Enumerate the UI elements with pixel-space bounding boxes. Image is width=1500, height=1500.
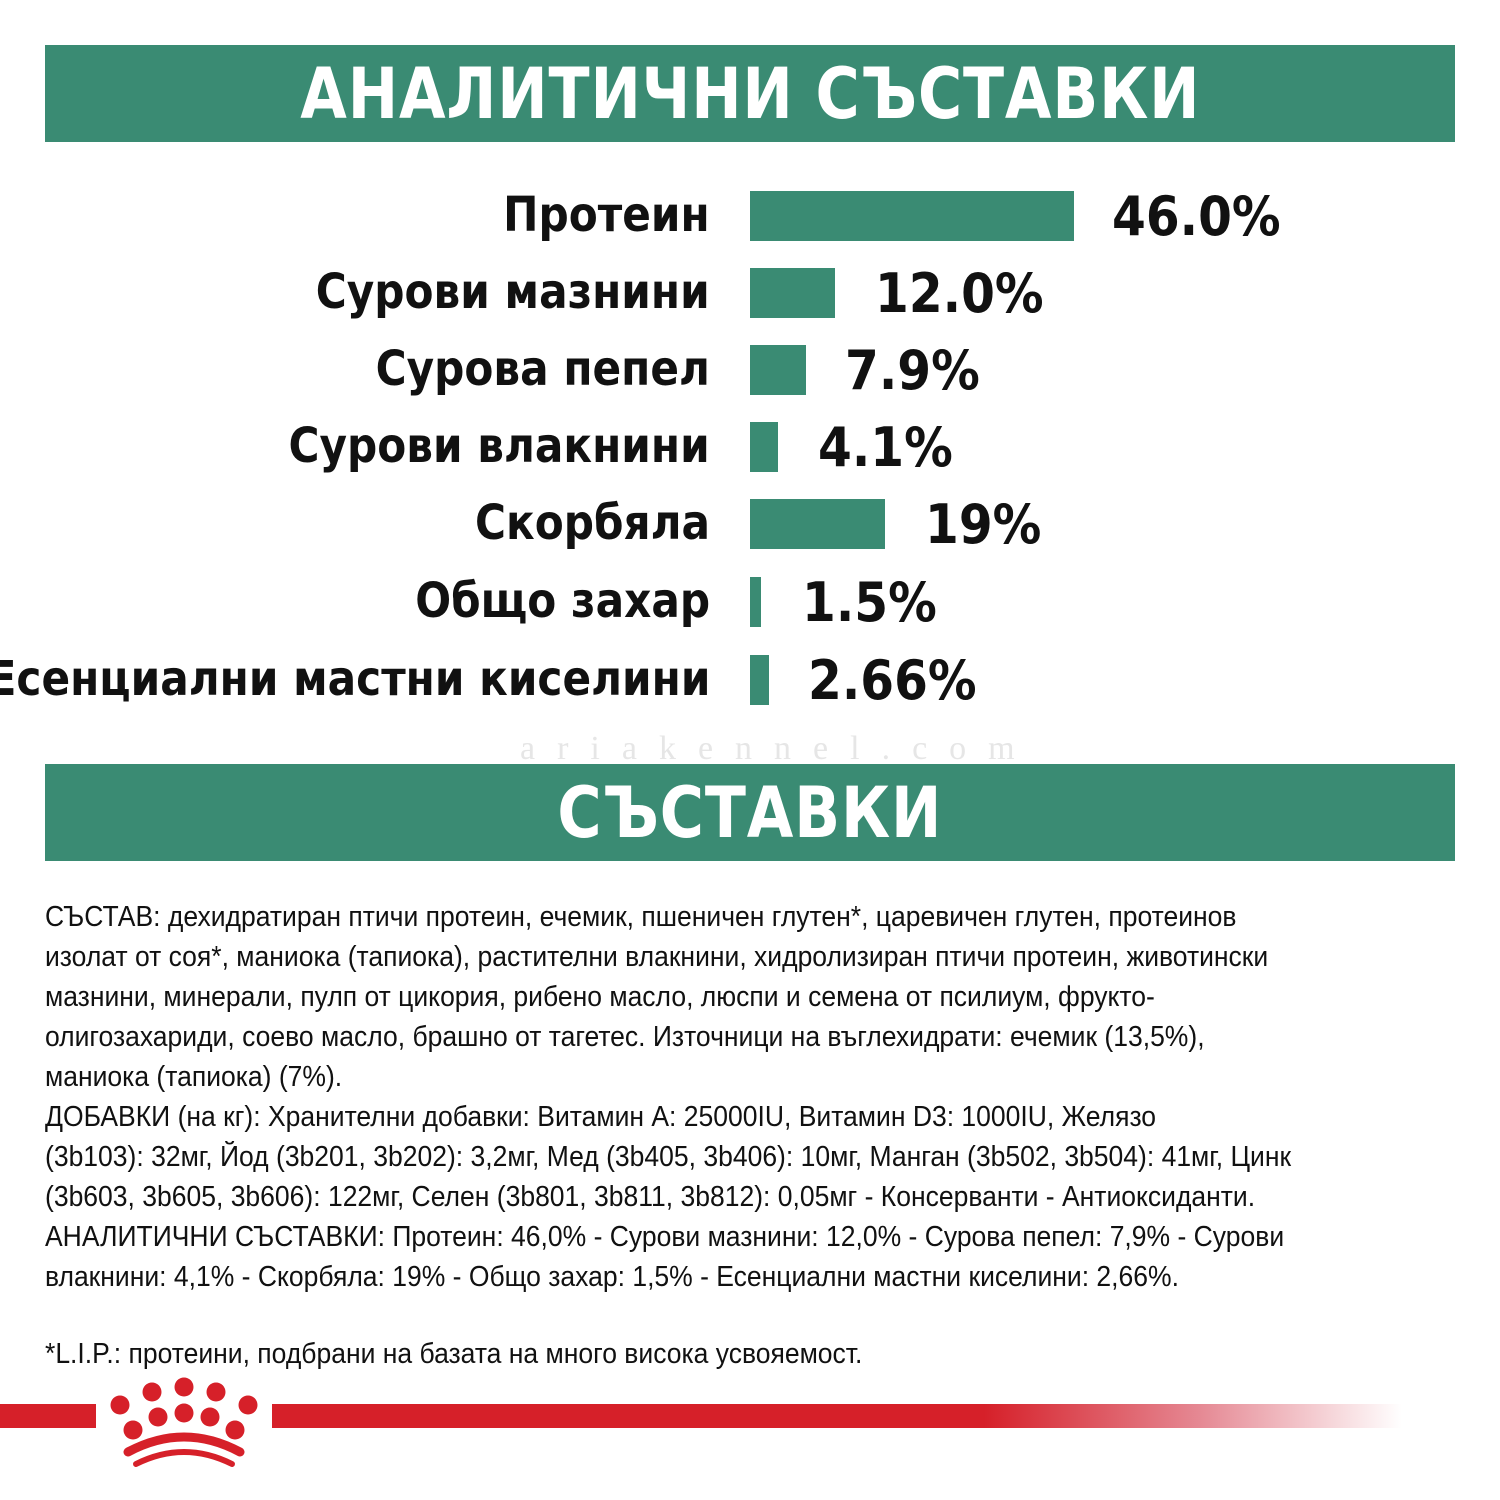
ingredients-text: СЪСТАВ: дехидратиран птичи протеин, ечем… bbox=[45, 897, 1465, 1297]
row-value: 2.66% bbox=[808, 649, 977, 712]
footnote: *L.I.P.: протеини, подбрани на базата на… bbox=[45, 1338, 863, 1370]
bar bbox=[750, 422, 778, 472]
crown-icon bbox=[110, 1377, 258, 1467]
chart-row: Общо захар 1.5% bbox=[0, 571, 1500, 634]
chart-row: Сурова пепел 7.9% bbox=[0, 339, 1500, 402]
text-line: АНАЛИТИЧНИ СЪСТАВКИ: Протеин: 46,0% - Су… bbox=[45, 1221, 1285, 1253]
text-line: (3b603, 3b605, 3b606): 122мг, Селен (3b8… bbox=[45, 1181, 1256, 1213]
row-label: Сурови мазнини bbox=[316, 264, 710, 320]
chart-row: Есенциални мастни киселини 2.66% bbox=[0, 649, 1500, 712]
row-value: 19% bbox=[925, 493, 1042, 556]
text-line: (3b103): 32мг, Йод (3b201, 3b202): 3,2мг… bbox=[45, 1141, 1292, 1173]
chart-row: Сурови мазнини 12.0% bbox=[0, 262, 1500, 325]
text-line: маниока (тапиока) (7%). bbox=[45, 1061, 343, 1093]
row-value: 4.1% bbox=[818, 416, 953, 479]
row-value: 7.9% bbox=[845, 339, 980, 402]
row-label: Общо захар bbox=[415, 573, 710, 629]
section-title: СЪСТАВКИ bbox=[557, 771, 943, 854]
row-label: Сурова пепел bbox=[375, 341, 710, 397]
watermark: ariakennel.com bbox=[520, 730, 1037, 767]
chart-row: Скорбяла 19% bbox=[0, 493, 1500, 556]
bar bbox=[750, 268, 835, 318]
row-label: Есенциални мастни киселини bbox=[0, 651, 710, 707]
row-value: 1.5% bbox=[802, 571, 937, 634]
bar bbox=[750, 577, 761, 627]
row-label: Скорбяла bbox=[475, 495, 710, 551]
text-line: мазнини, минерали, пулп от цикория, рибе… bbox=[45, 981, 1155, 1013]
text-line: СЪСТАВ: дехидратиран птичи протеин, ечем… bbox=[45, 901, 1237, 933]
text-line: изолат от соя*, маниока (тапиока), расти… bbox=[45, 941, 1269, 973]
chart-row: Сурови влакнини 4.1% bbox=[0, 416, 1500, 479]
section-header-ingredients: СЪСТАВКИ bbox=[45, 764, 1455, 861]
bar bbox=[750, 655, 769, 705]
brand-stripe-left bbox=[0, 1404, 96, 1428]
text-line: влакнини: 4,1% - Скорбяла: 19% - Общо за… bbox=[45, 1261, 1179, 1293]
bar bbox=[750, 499, 885, 549]
row-value: 12.0% bbox=[875, 262, 1044, 325]
brand-stripe-right bbox=[272, 1404, 1402, 1428]
row-label: Протеин bbox=[503, 187, 710, 243]
section-title: АНАЛИТИЧНИ СЪСТАВКИ bbox=[299, 52, 1201, 135]
row-label: Сурови влакнини bbox=[288, 418, 710, 474]
text-line: ДОБАВКИ (на кг): Хранителни добавки: Вит… bbox=[45, 1101, 1157, 1133]
text-line: олигозахариди, соево масло, брашно от та… bbox=[45, 1021, 1205, 1053]
section-header-analytical: АНАЛИТИЧНИ СЪСТАВКИ bbox=[45, 45, 1455, 142]
chart-row: Протеин 46.0% bbox=[0, 185, 1500, 248]
row-value: 46.0% bbox=[1112, 185, 1281, 248]
bar bbox=[750, 191, 1074, 241]
bar bbox=[750, 345, 806, 395]
